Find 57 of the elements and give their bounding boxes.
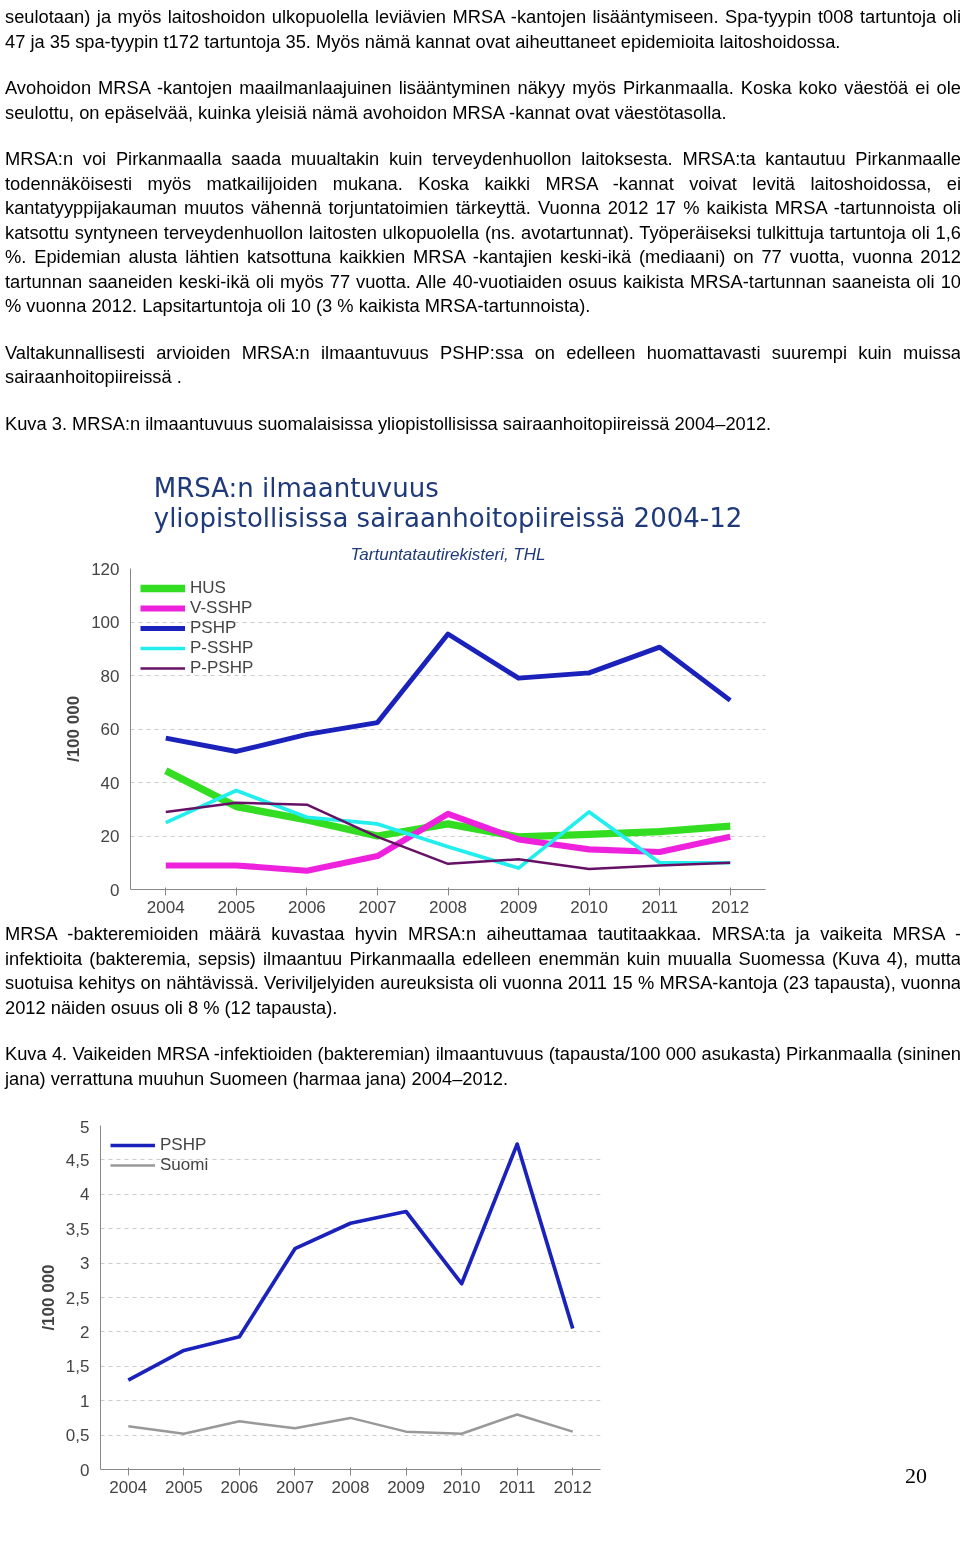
x-tick-label: 2005 — [164, 1477, 203, 1497]
y-axis-title: /100 000 — [64, 695, 84, 763]
y-axis-title: /100 000 — [38, 1264, 58, 1331]
y-tick-label: 0 — [80, 1460, 90, 1480]
y-tick-label: 3 — [80, 1254, 90, 1274]
y-tick-label: 2,5 — [65, 1288, 90, 1308]
x-tick-label: 2012 — [553, 1477, 592, 1497]
line-series — [164, 801, 732, 871]
y-tick-label: 40 — [100, 773, 120, 793]
x-tick-label: 2008 — [331, 1477, 370, 1497]
y-tick-label: 100 — [91, 613, 120, 632]
x-tick-label: 2004 — [146, 897, 185, 917]
x-tick-label: 2012 — [711, 897, 750, 917]
y-tick-label: 120 — [91, 559, 120, 579]
chart-subtitle: Tartuntatautirekisteri, THL — [350, 544, 546, 564]
x-tick-label: 2005 — [217, 897, 256, 917]
y-tick-label: 0,5 — [65, 1426, 90, 1446]
line-series — [163, 631, 733, 754]
legend-label: PSHP — [160, 1135, 207, 1155]
x-tick-label: 2011 — [641, 897, 678, 917]
y-tick-label: 0 — [110, 880, 120, 900]
y-tick-label: 2 — [80, 1322, 90, 1342]
x-tick-label: 2009 — [387, 1477, 425, 1497]
y-tick-label: 80 — [100, 666, 120, 686]
y-tick-label: 1,5 — [65, 1357, 90, 1377]
y-tick-label: 60 — [100, 720, 120, 739]
text: 20 — [905, 1462, 927, 1490]
legend-label: HUS — [190, 578, 226, 598]
y-tick-label: 3,5 — [65, 1219, 90, 1239]
x-tick-label: 2010 — [570, 897, 609, 917]
line-series — [163, 788, 733, 870]
text: MRSA:n voi Pirkanmaalla saada muualtakin kuin terveydenhuollon laitoksesta. MRSA:ta kantautuu Pirkanmaalle todennäköisesti myös matkailijoiden mukana. Koska kaikki MRSA -kannat voivat levitä laitoshoidossa, ei kantatyyppijakauman muutos vähennä torjuntatoimien tärkeyttä. Vuonna 2012 17 % kaikista MRSA -tartunnoista oli katsottu syntyneen terveydenhuollon laitosten ulkopuolella (ns. avotartunnat). Työperäiseksi tulkittuja tartuntoja oli 1,6 %. Epidemian alusta lähtien katsottuna kaikkien MRSA -kantajien keski-ikä (mediaani) on 77 vuotta, vuonna 2012 tartunnan saaneiden keski-ikä oli myös 77 vuotta. Alle 40-vuotiaiden osuus kaikista MRSA-tartunnan saaneista oli 10 % vuonna 2012. Lapsitartuntoja oli 10 (3 % kaikista MRSA-tartunnoista). — [5, 147, 960, 318]
legend-label: Suomi — [160, 1155, 209, 1175]
y-tick-label: 5 — [80, 1117, 90, 1137]
text: Kuva 4. Vaikeiden MRSA -infektioiden (bakteremian) ilmaantuvuus (tapausta/100 000 asukasta) Pirkanmaalla (sininen jana) verrattuna muuhun Suomeen (harmaa jana) 2004–2012. — [5, 1042, 960, 1091]
text: Avohoidon MRSA -kantojen maailmanlaajuinen lisääntyminen näkyy myös Pirkanmaalla. Koska koko väestöä ei ole seulottu, on epäselvää, kuinka yleisiä nämä avohoidon MRSA -kannat ovat väestötasolla. — [5, 76, 960, 125]
legend-label: P-PSHP — [190, 658, 254, 678]
x-tick-label: 2007 — [358, 897, 397, 917]
legend-label: P-SSHP — [190, 638, 254, 658]
text: seulotaan) ja myös laitoshoidon ulkopuolella leviävien MRSA -kantojen lisääntymiseen. Spa-tyypin t008 tartuntoja oli 47 ja 35 spa-tyypin t172 tartuntoja 35. Myös nämä kannat ovat aiheuttaneet epidemioita laitoshoidossa. — [5, 5, 960, 54]
x-tick-label: 2007 — [276, 1477, 314, 1497]
y-tick-label: 1 — [80, 1391, 90, 1411]
text: Kuva 3. MRSA:n ilmaantuvuus suomalaisissa yliopistollisissa sairaanhoitopiireissä 2004–2012. — [5, 411, 773, 436]
x-tick-label: 2010 — [442, 1477, 481, 1497]
x-tick-label: 2011 — [498, 1477, 536, 1497]
legend-label: PSHP — [190, 618, 237, 638]
chart-title: MRSA:n ilmaantuvuus yliopistollisissa sairaanhoitopiireissä 2004-12 — [153, 472, 743, 533]
y-tick-label: 20 — [100, 827, 120, 846]
x-tick-label: 2004 — [109, 1477, 148, 1497]
x-tick-label: 2006 — [287, 897, 326, 917]
y-tick-label: 4 — [80, 1185, 90, 1205]
x-tick-label: 2009 — [499, 897, 538, 917]
legend-label: V-SSHP — [190, 598, 253, 618]
x-tick-label: 2008 — [429, 897, 467, 917]
y-tick-label: 4,5 — [65, 1150, 90, 1170]
x-tick-label: 2006 — [220, 1477, 259, 1497]
line-series — [127, 1413, 574, 1435]
